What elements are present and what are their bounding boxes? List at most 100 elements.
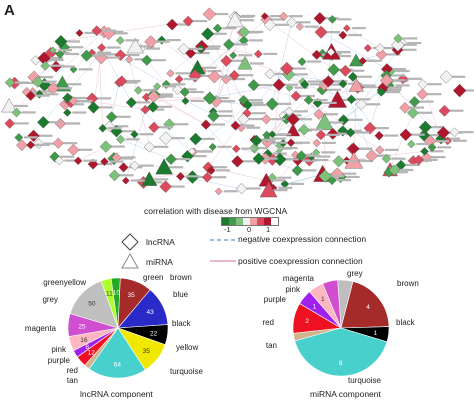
node-label-glyph <box>96 51 111 54</box>
node-label-glyph <box>206 45 221 48</box>
pie-value-label: 4 <box>366 304 370 311</box>
node-label-glyph <box>416 142 431 146</box>
node-label-glyph <box>43 142 58 145</box>
node-label-glyph <box>140 45 155 48</box>
colorbar-mid-label: 0 <box>247 225 252 234</box>
node-label-glyph <box>356 98 371 101</box>
node-label-glyph <box>291 67 306 70</box>
node-label-glyph <box>218 114 233 118</box>
node-label-glyph <box>169 166 184 169</box>
node-label-glyph <box>170 185 185 188</box>
lncrna-node <box>55 49 65 59</box>
node-label-glyph <box>182 88 197 91</box>
node-label-glyph <box>249 30 264 33</box>
network-edge <box>120 139 172 160</box>
lncrna-node <box>33 138 45 150</box>
lncrna-node <box>229 69 240 81</box>
node-label-glyph <box>78 68 93 71</box>
pie-category-label: magenta <box>25 324 57 333</box>
node-label-glyph <box>248 39 263 42</box>
node-label-glyph <box>70 103 85 106</box>
node-label-glyph <box>239 15 254 18</box>
lncrna-node <box>118 162 129 173</box>
pie-slice-greenyellow <box>100 278 119 329</box>
node-label-glyph <box>337 179 352 182</box>
lncrna-node <box>223 38 235 51</box>
node-label-glyph <box>97 97 112 100</box>
lncrna-node <box>14 133 24 142</box>
mirna-node <box>226 11 244 28</box>
node-label-glyph <box>288 15 303 18</box>
node-label-glyph <box>104 53 119 56</box>
network-nodes <box>1 7 474 198</box>
node-label-glyph <box>246 126 261 129</box>
node-label-glyph <box>391 157 406 160</box>
network-edge <box>146 60 167 85</box>
node-label-glyph <box>158 126 173 129</box>
node-label-glyph <box>387 86 402 89</box>
node-label-glyph <box>212 176 227 179</box>
pie-slice-turquoise <box>294 327 388 377</box>
pie-slice-brown <box>340 281 390 329</box>
node-label-glyph <box>328 83 343 86</box>
node-label-glyph <box>402 43 417 46</box>
lncrna-node <box>159 180 172 193</box>
node-label-glyph <box>213 166 228 169</box>
network-edge <box>191 104 248 152</box>
lncrna-node <box>202 7 217 21</box>
node-label-glyph <box>214 97 229 100</box>
pie-value-label: 12 <box>88 350 96 357</box>
lncrna-node <box>115 36 125 45</box>
pie-value-label: 35 <box>143 348 151 355</box>
pie-value-label: 25 <box>78 323 86 330</box>
lncrna-node <box>231 155 244 168</box>
node-label-glyph <box>423 158 438 161</box>
pie-category-label: purple <box>264 295 287 304</box>
network-edge <box>111 82 120 117</box>
node-label-glyph <box>345 175 360 179</box>
network-edge <box>205 124 238 162</box>
lncrna-node <box>337 114 350 126</box>
pie-category-label: pink <box>285 285 301 294</box>
network-edge <box>153 94 207 125</box>
node-label-glyph <box>130 179 145 182</box>
lncrna-node <box>347 71 358 82</box>
node-label-glyph <box>322 101 337 104</box>
colorbar-segment <box>243 218 250 225</box>
lncrna-node <box>147 101 159 113</box>
lncrna-node <box>346 94 357 105</box>
pie-category-label: purple <box>48 356 71 365</box>
node-label-glyph <box>417 111 432 114</box>
colorbar-segment <box>229 218 236 225</box>
node-label-glyph <box>218 110 233 113</box>
node-label-glyph <box>263 157 278 160</box>
lncrna-node <box>374 130 384 141</box>
node-label-glyph <box>358 147 373 150</box>
lncrna-node <box>300 79 310 90</box>
network-edge <box>266 19 334 70</box>
node-label-glyph <box>151 59 166 62</box>
node-label-glyph <box>249 101 264 104</box>
lncrna-node <box>242 100 253 111</box>
node-label-glyph <box>246 187 261 190</box>
node-label-glyph <box>362 86 377 89</box>
lncrna-node <box>375 145 385 155</box>
lncrna-node <box>286 17 297 28</box>
lncrna-node <box>407 106 419 119</box>
lncrna-node <box>144 35 158 49</box>
node-label-glyph <box>61 65 76 68</box>
lncrna-node <box>166 18 179 31</box>
network-edge <box>78 146 106 161</box>
pie-category-label: grey <box>347 270 363 278</box>
lncrna-node <box>247 79 260 92</box>
node-label-glyph <box>387 88 402 91</box>
node-label-glyph <box>361 84 376 87</box>
colorbar-max-label: 1 <box>266 225 271 234</box>
lncrna-node <box>318 169 332 183</box>
lncrna-node <box>91 25 103 37</box>
node-label-glyph <box>350 69 365 72</box>
node-label-glyph <box>298 118 313 121</box>
node-label-glyph <box>263 52 278 56</box>
node-label-glyph <box>134 58 149 61</box>
node-label-glyph <box>271 18 286 21</box>
